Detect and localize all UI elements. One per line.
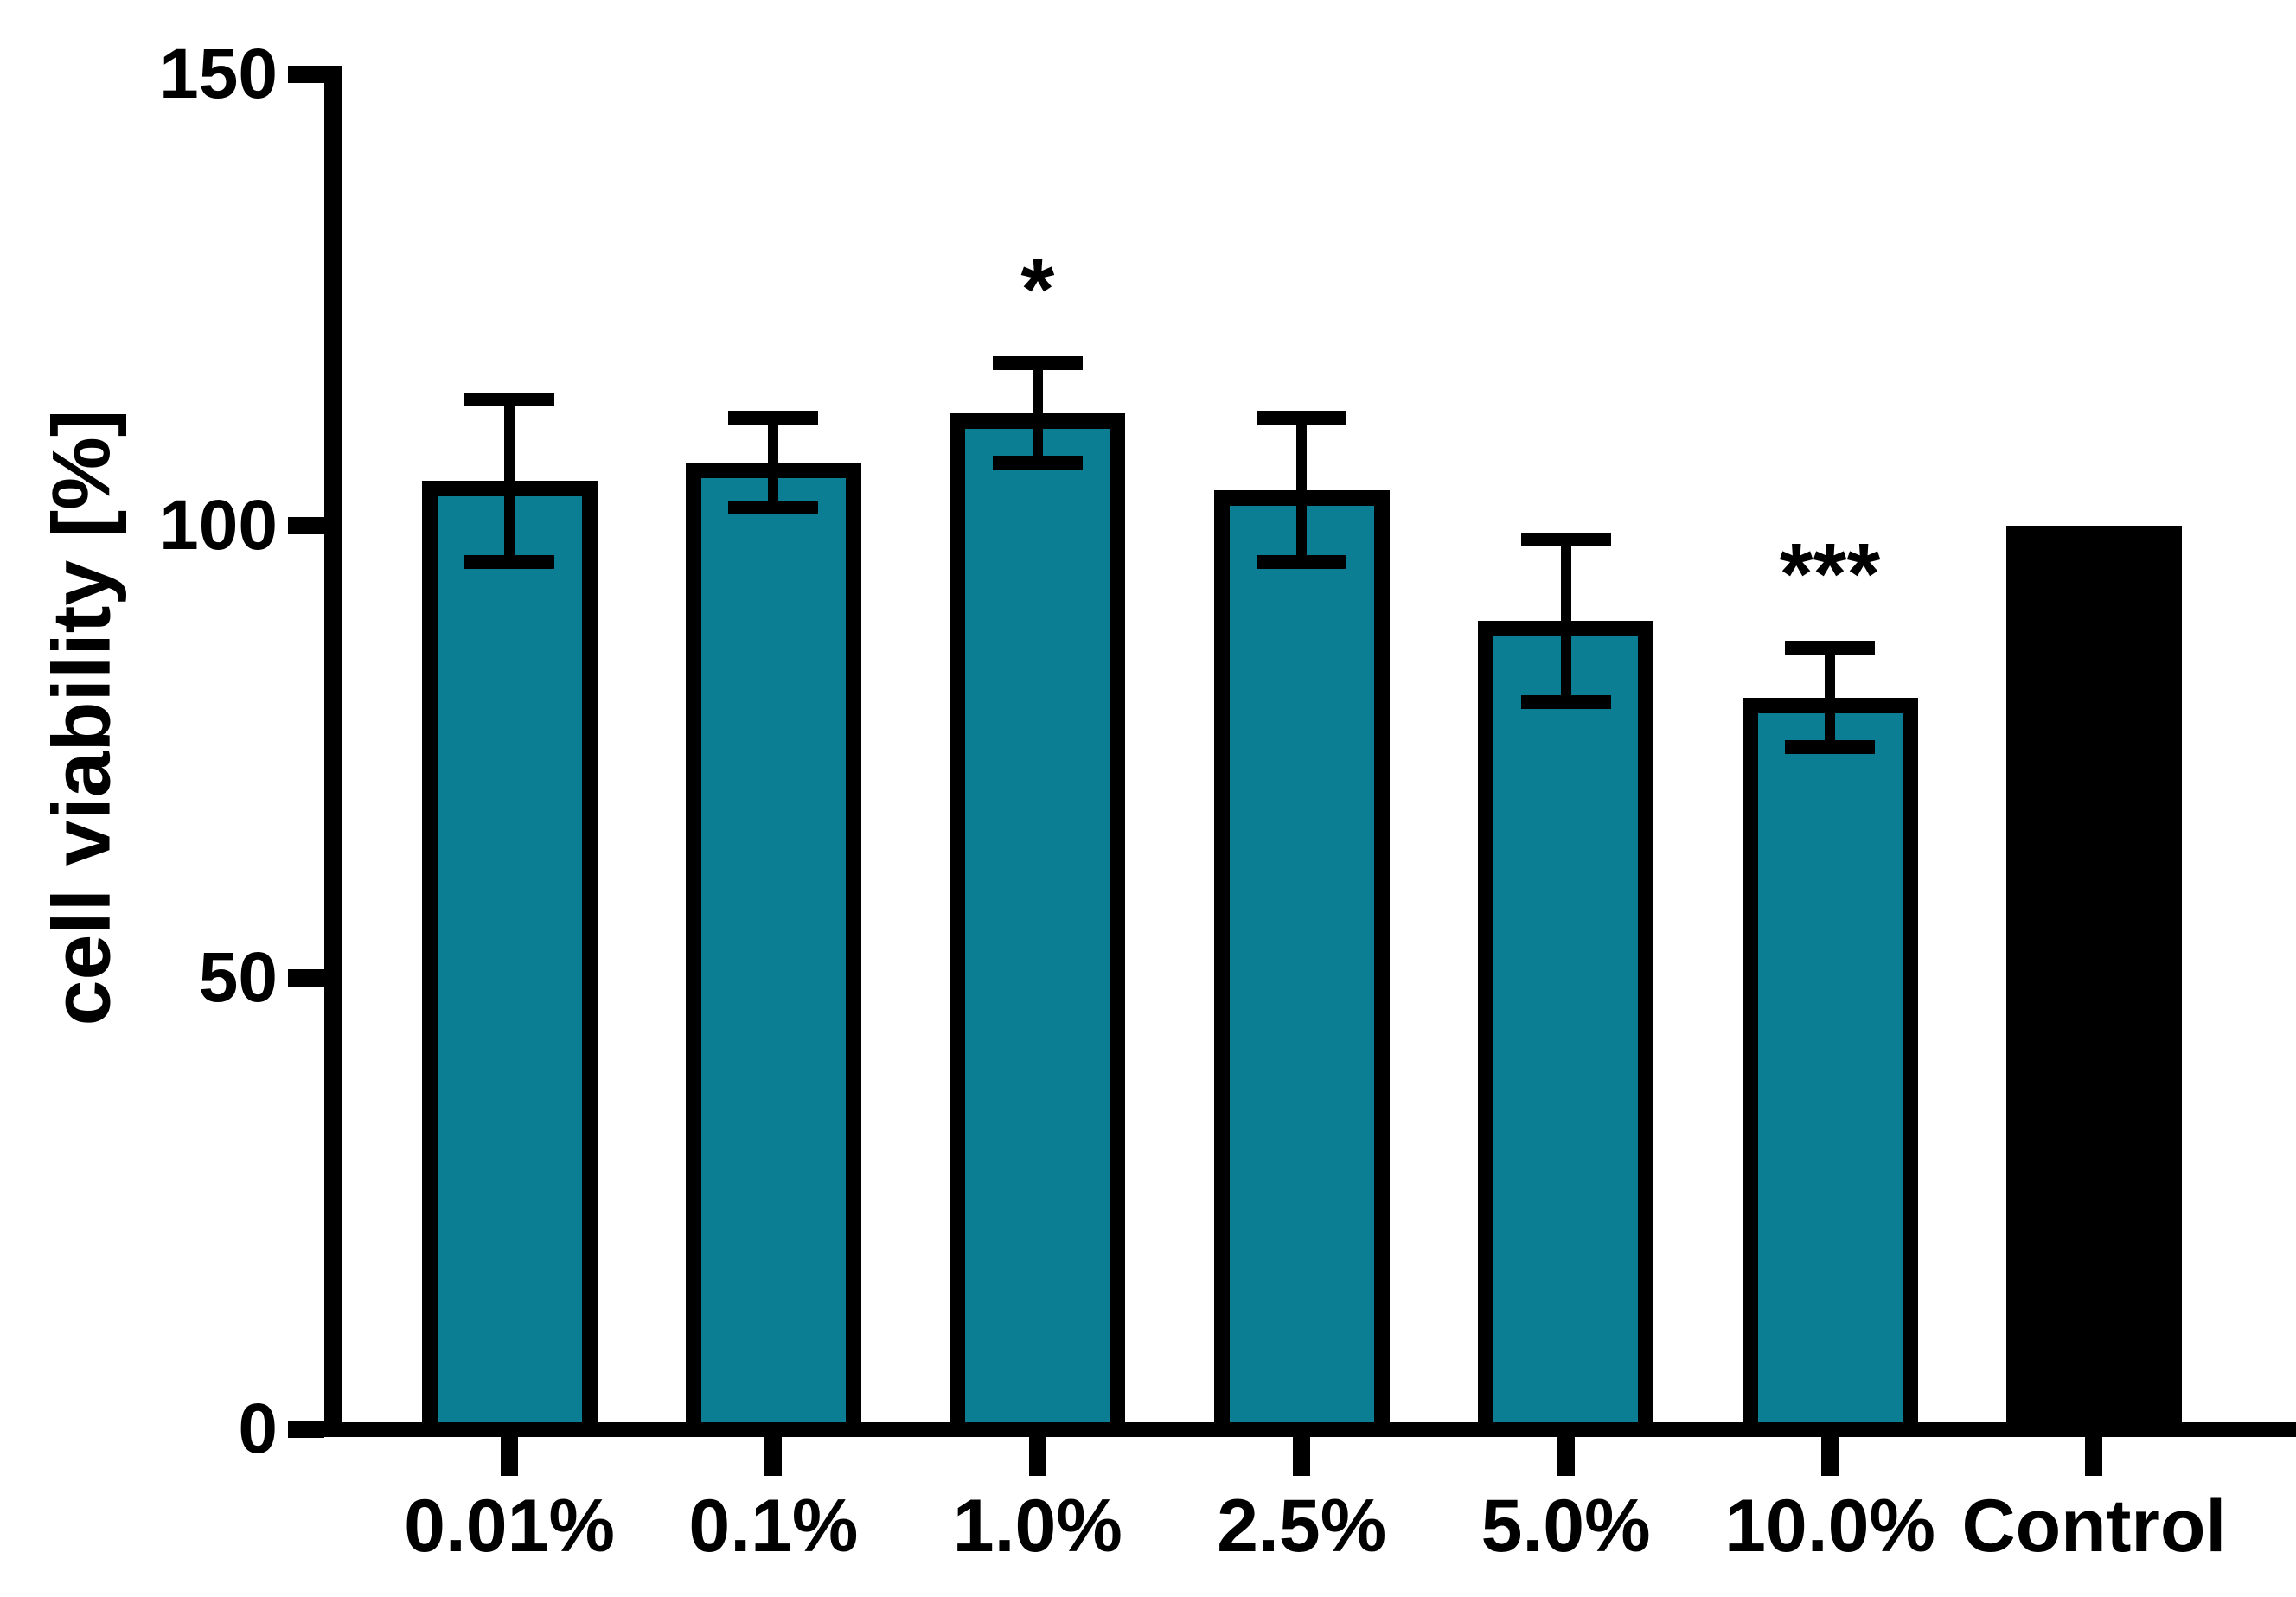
- error-bar-cap-top: [728, 410, 819, 425]
- y-axis-line: [324, 65, 342, 1436]
- error-bar-line: [768, 417, 779, 508]
- bar-0.01%: [421, 481, 598, 1429]
- x-tick-label: 2.5%: [1217, 1485, 1387, 1568]
- x-tick-label: 5.0%: [1481, 1485, 1651, 1568]
- error-bar-cap-top: [1785, 641, 1875, 655]
- x-tick-label: Control: [1961, 1485, 2227, 1568]
- x-axis-tick: [2085, 1437, 2103, 1476]
- error-bar-cap-bottom: [1785, 740, 1875, 755]
- x-axis-line: [324, 1422, 2296, 1437]
- y-axis-tick: [288, 517, 324, 535]
- error-bar-cap-bottom: [464, 555, 554, 570]
- error-bar-line: [1296, 417, 1308, 563]
- error-bar-cap-top: [464, 393, 554, 407]
- x-tick-label: 1.0%: [952, 1485, 1122, 1568]
- x-tick-label: 10.0%: [1724, 1485, 1935, 1568]
- y-axis-tick: [288, 1421, 324, 1438]
- bar-5.0%: [1478, 620, 1654, 1429]
- error-bar-line: [1825, 648, 1835, 748]
- x-axis-tick: [1557, 1437, 1575, 1476]
- bar-2.5%: [1213, 489, 1390, 1429]
- y-axis-tick: [288, 968, 324, 987]
- y-tick-label: 0: [238, 1389, 278, 1468]
- x-axis-tick: [1028, 1437, 1046, 1476]
- significance-label: ***: [1779, 526, 1881, 623]
- x-tick-label: 0.01%: [404, 1485, 615, 1568]
- bar-0.1%: [685, 463, 861, 1429]
- error-bar-line: [1032, 363, 1043, 463]
- x-axis-tick: [1821, 1437, 1839, 1476]
- bar-1.0%: [950, 412, 1126, 1429]
- y-tick-label: 150: [159, 34, 278, 113]
- error-bar-cap-bottom: [992, 456, 1083, 470]
- x-axis-tick: [1293, 1437, 1311, 1476]
- significance-label: *: [1020, 241, 1055, 339]
- bar-Control: [2005, 526, 2182, 1429]
- bar-10.0%: [1742, 697, 1918, 1429]
- y-tick-label: 50: [198, 937, 278, 1017]
- error-bar-line: [1560, 539, 1571, 702]
- y-tick-label: 100: [159, 486, 278, 565]
- error-bar-cap-top: [1520, 532, 1611, 546]
- error-bar-cap-bottom: [1520, 695, 1611, 710]
- x-axis-tick: [764, 1437, 783, 1476]
- y-axis-tick: [288, 65, 324, 83]
- error-bar-cap-bottom: [728, 501, 819, 515]
- x-axis-tick: [501, 1437, 518, 1476]
- error-bar-cap-top: [1257, 410, 1347, 425]
- x-tick-label: 0.1%: [688, 1485, 859, 1568]
- error-bar-cap-bottom: [1257, 555, 1347, 570]
- error-bar-line: [504, 399, 515, 563]
- error-bar-cap-top: [992, 356, 1083, 371]
